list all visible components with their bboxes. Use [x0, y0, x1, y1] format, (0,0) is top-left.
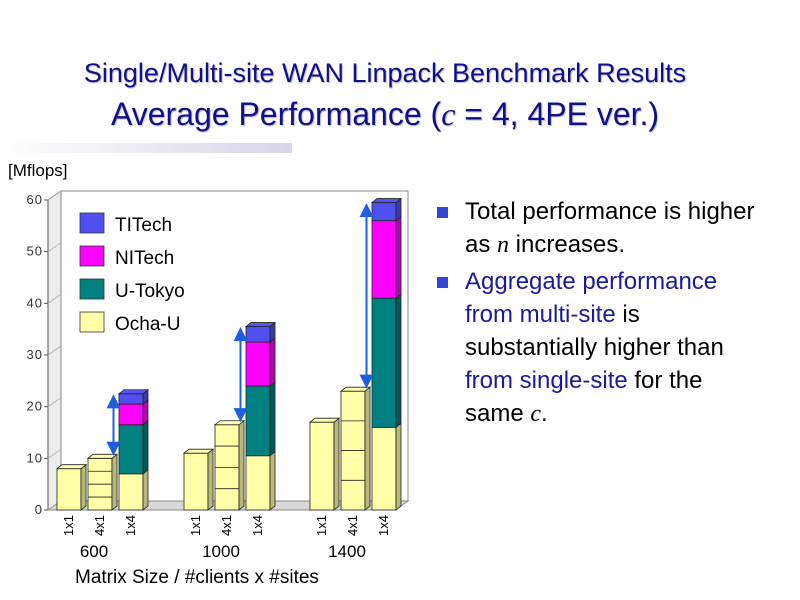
y-tick-label: 30 [27, 347, 43, 362]
title-divider [0, 143, 292, 153]
legend-label: NITech [115, 248, 174, 269]
y-gridline [47, 449, 62, 459]
subtitle-suffix: = 4, 4PE ver.) [455, 96, 660, 132]
bar-segment [371, 220, 397, 299]
bar-segment-side [269, 381, 276, 457]
bullet-item: Total performance is higher as n increas… [437, 195, 767, 262]
y-gridline [47, 190, 62, 201]
y-tick-label: 60 [27, 192, 43, 207]
bullet-item: Aggregate performance from multi-site is… [437, 265, 767, 431]
bar-segment [309, 421, 335, 511]
bullet-text: Aggregate performance from multi-site [465, 268, 718, 328]
group-label: 600 [80, 542, 108, 561]
bar-label: 1x1 [188, 515, 203, 536]
bullet-list: Total performance is higher as n increas… [437, 195, 767, 434]
bar-top [244, 322, 277, 327]
bar-segment [245, 455, 271, 511]
legend-label: U-Tokyo [115, 281, 185, 302]
bullet-text: is substantially higher than [465, 301, 724, 361]
bar-label: 4x1 [92, 515, 107, 536]
square-bullet-icon [437, 207, 448, 218]
bar-top [117, 389, 150, 395]
bar-segment [118, 403, 144, 426]
bar-label: 1x4 [123, 515, 138, 536]
bar-top [308, 417, 341, 423]
bar-top [370, 198, 403, 203]
bullet-text: increases. [509, 231, 626, 258]
y-gridline [47, 294, 62, 304]
bar-segment-side [111, 453, 118, 511]
legend-label: TITech [115, 215, 172, 236]
slide-subtitle: Average Performance (c = 4, 4PE ver.) [0, 96, 770, 133]
bar-segment [118, 393, 144, 405]
group-label: 1400 [328, 542, 366, 561]
subtitle-prefix: Average Performance ( [110, 96, 442, 132]
legend-swatch [79, 245, 105, 267]
slide-title: Single/Multi-site WAN Linpack Benchmark … [83, 58, 687, 88]
bar-segment [245, 341, 271, 387]
bar-top [339, 386, 372, 392]
bullet-text: . [541, 400, 548, 427]
x-axis-label: Matrix Size / #clients x #sites [75, 567, 319, 588]
y-gridline [47, 242, 62, 252]
bar-label: 1x4 [250, 515, 265, 536]
y-axis-label: [Mflops] [8, 161, 68, 180]
bar-segment [245, 326, 271, 343]
bar-top [213, 420, 246, 426]
bar-segment-side [395, 293, 402, 429]
bar-label: 1x1 [314, 515, 329, 536]
bar-segment [371, 202, 397, 222]
bar-segment-side [395, 215, 402, 299]
bar-segment-side [80, 463, 87, 511]
bullet-text: for the same [465, 367, 703, 427]
bar-segment-side [207, 448, 214, 511]
legend-swatch [79, 278, 105, 300]
legend-label: Ocha-U [115, 314, 180, 335]
y-tick-label: 20 [27, 399, 43, 414]
bar-segment-side [142, 419, 149, 475]
stacked-bar-chart: 0 10 20 30 40 50 60 1x1 4x1 1x4 1x1 4x1 1x4 1x1 4x1 1x4… [27, 190, 410, 561]
bar-segment [118, 424, 144, 475]
y-tick-label: 10 [27, 450, 43, 465]
bar-top [86, 453, 119, 459]
bar-top [182, 448, 215, 454]
bar-segment [371, 426, 397, 511]
bar-segment-side [333, 417, 340, 511]
bar-label: 1x4 [376, 515, 391, 536]
group-label: 1000 [202, 542, 240, 561]
bar-segment-side [364, 386, 371, 511]
bar-segment [183, 452, 209, 511]
bar-segment [56, 468, 82, 511]
y-tick-label: 0 [35, 502, 43, 517]
y-gridline [47, 397, 62, 407]
bar-segment [118, 473, 144, 511]
y-gridline [47, 345, 62, 356]
bar-segment-side [238, 419, 245, 511]
bar-label: 4x1 [219, 515, 234, 536]
bullet-text: Total performance is higher as [465, 198, 755, 258]
bar-top [55, 464, 88, 470]
legend-swatch [79, 311, 105, 333]
bar-segment-side [142, 469, 149, 511]
bullet-text: from single-site [465, 367, 628, 394]
y-tick-label: 50 [27, 244, 43, 259]
bar-segment [371, 297, 397, 428]
y-tick-label: 40 [27, 295, 43, 310]
bullet-text: n [497, 232, 510, 258]
bar-label: 1x1 [61, 515, 76, 536]
legend-swatch [79, 212, 105, 234]
bar-segment-side [269, 450, 276, 511]
bar-segment [245, 385, 271, 457]
bar-segment-side [269, 337, 276, 387]
square-bullet-icon [437, 277, 448, 288]
subtitle-variable: c [441, 96, 456, 132]
bar-label: 4x1 [345, 515, 360, 536]
bar-segment-side [395, 422, 402, 511]
bullet-text: c [530, 401, 542, 427]
